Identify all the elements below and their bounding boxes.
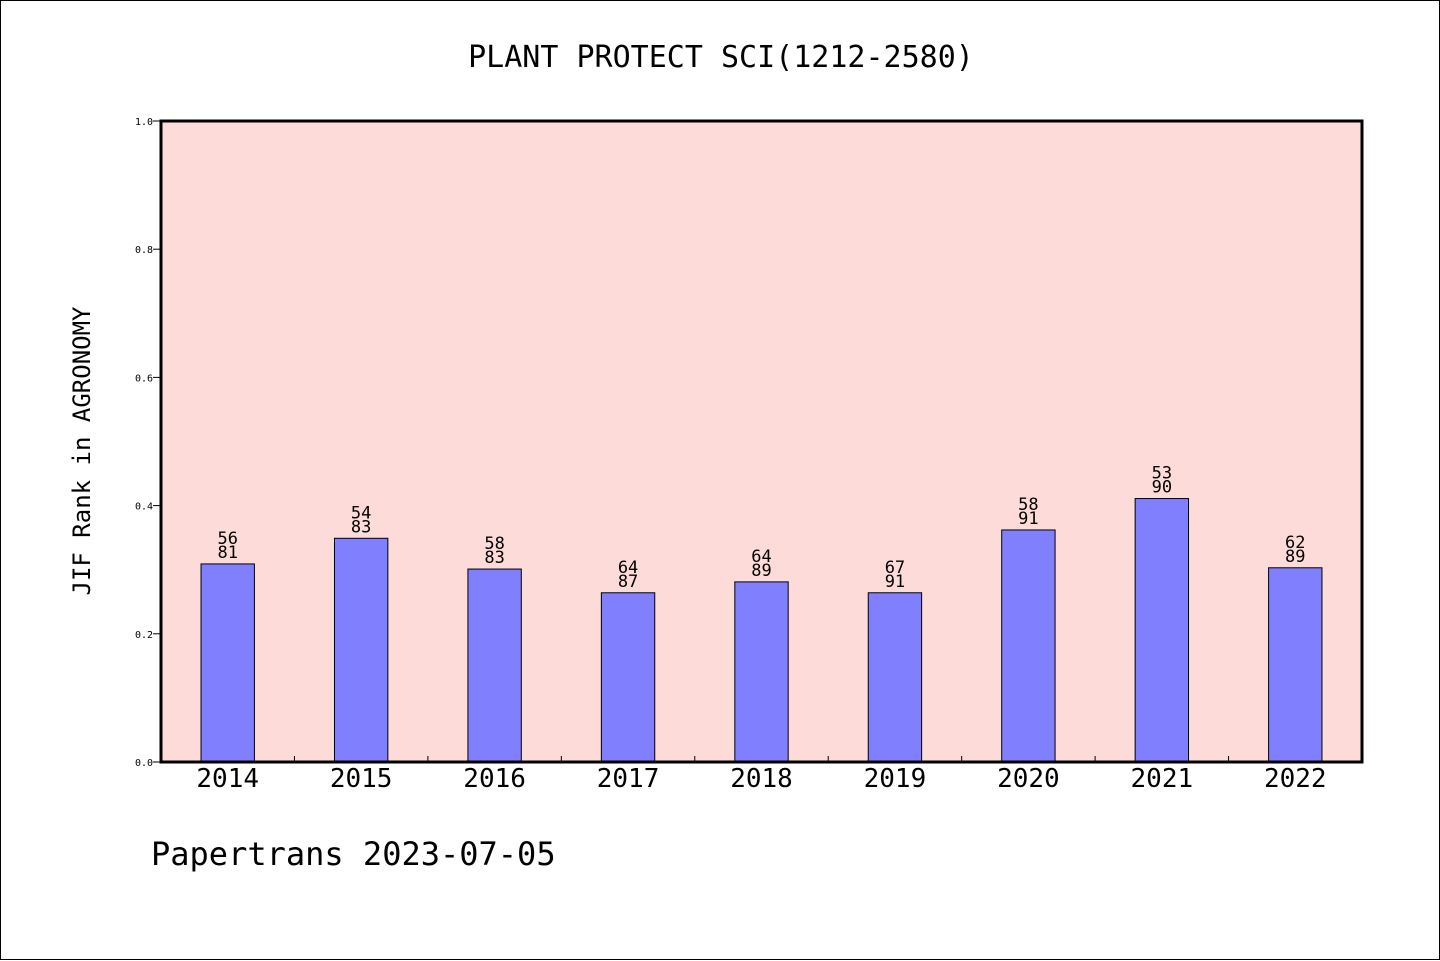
data-label-total: 91	[885, 572, 905, 592]
data-label-rank: 67	[885, 558, 905, 578]
x-axis-ticks: 2014 2015 2016 2017 2018 2019 2020 2021 2022	[196, 756, 1327, 794]
x-tick-label: 2019	[864, 764, 927, 794]
y-tick-label: 0.4	[135, 502, 153, 513]
data-label-rank: 53	[1152, 464, 1172, 484]
y-tick-label: 0.8	[135, 245, 153, 256]
bar-group	[200, 498, 1323, 763]
data-label-rank: 64	[751, 547, 771, 567]
y-tick-label: 0.0	[135, 758, 153, 769]
y-axis-ticks: 0.0 0.2 0.4 0.6 0.8 1.0	[135, 117, 161, 769]
x-tick-label: 2022	[1264, 764, 1327, 794]
data-label-rank: 56	[217, 529, 237, 549]
y-tick-label: 1.0	[135, 117, 153, 128]
x-tick-label: 2017	[597, 764, 660, 794]
x-tick-label: 2020	[997, 764, 1060, 794]
bar-2017	[600, 592, 656, 763]
x-tick-label: 2015	[330, 764, 393, 794]
data-label-rank: 58	[484, 534, 504, 554]
bar-2019	[867, 592, 923, 763]
y-axis-label: JIF Rank in AGRONOMY	[68, 306, 96, 596]
bar-2015	[333, 537, 389, 763]
data-label-total: 89	[751, 561, 771, 581]
bar-2016	[467, 568, 522, 763]
data-label-rank: 54	[351, 503, 371, 523]
bar-2018	[734, 581, 789, 763]
bar-2020	[1001, 529, 1056, 763]
data-label-total: 83	[351, 517, 371, 537]
bar-2014	[200, 563, 255, 763]
y-tick-label: 0.6	[135, 373, 153, 384]
data-label-total: 91	[1018, 509, 1038, 529]
y-tick-label: 0.2	[135, 630, 153, 641]
data-label-rank: 62	[1285, 533, 1305, 553]
x-tick-label: 2018	[730, 764, 793, 794]
data-label-total: 81	[217, 543, 237, 563]
data-label-total: 83	[484, 548, 504, 568]
plot-border	[159, 119, 1364, 764]
data-label-total: 90	[1152, 478, 1172, 498]
x-tick-label: 2021	[1131, 764, 1194, 794]
data-label-rank: 58	[1018, 495, 1038, 515]
data-label-rank: 64	[618, 558, 638, 578]
x-tick-label: 2014	[196, 764, 259, 794]
x-tick-label: 2016	[463, 764, 526, 794]
footer-text: Papertrans 2023-07-05	[151, 835, 556, 873]
bar-2022	[1268, 567, 1323, 763]
bar-2021	[1134, 498, 1190, 763]
data-label-total: 87	[618, 572, 638, 592]
chart-title: PLANT PROTECT SCI(1212-2580)	[468, 40, 974, 75]
data-label-total: 89	[1285, 547, 1305, 567]
